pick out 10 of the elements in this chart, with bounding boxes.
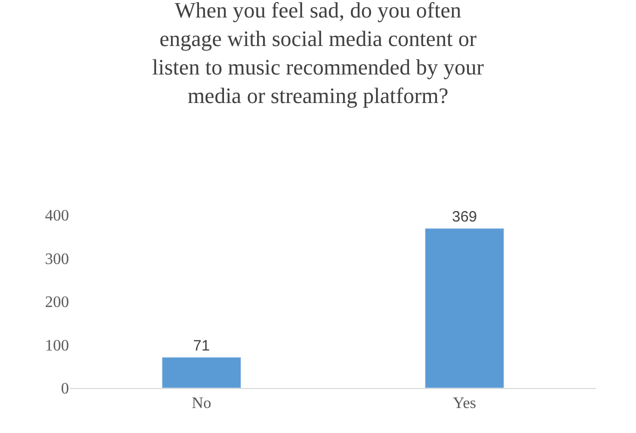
x-tick-label: No — [192, 395, 212, 412]
y-tick-label: 400 — [45, 208, 69, 225]
data-label: 71 — [193, 337, 210, 354]
y-tick-label: 0 — [61, 380, 69, 398]
data-label: 369 — [452, 208, 478, 226]
y-tick-label: 200 — [45, 294, 69, 312]
y-tick-label: 300 — [45, 250, 69, 268]
y-tick-label: 100 — [45, 337, 69, 354]
x-tick-label: Yes — [452, 395, 476, 412]
chart-title: When you feel sad, do you often engage with social media content or listen to music recommended by your media or streaming platform? — [152, 0, 485, 108]
